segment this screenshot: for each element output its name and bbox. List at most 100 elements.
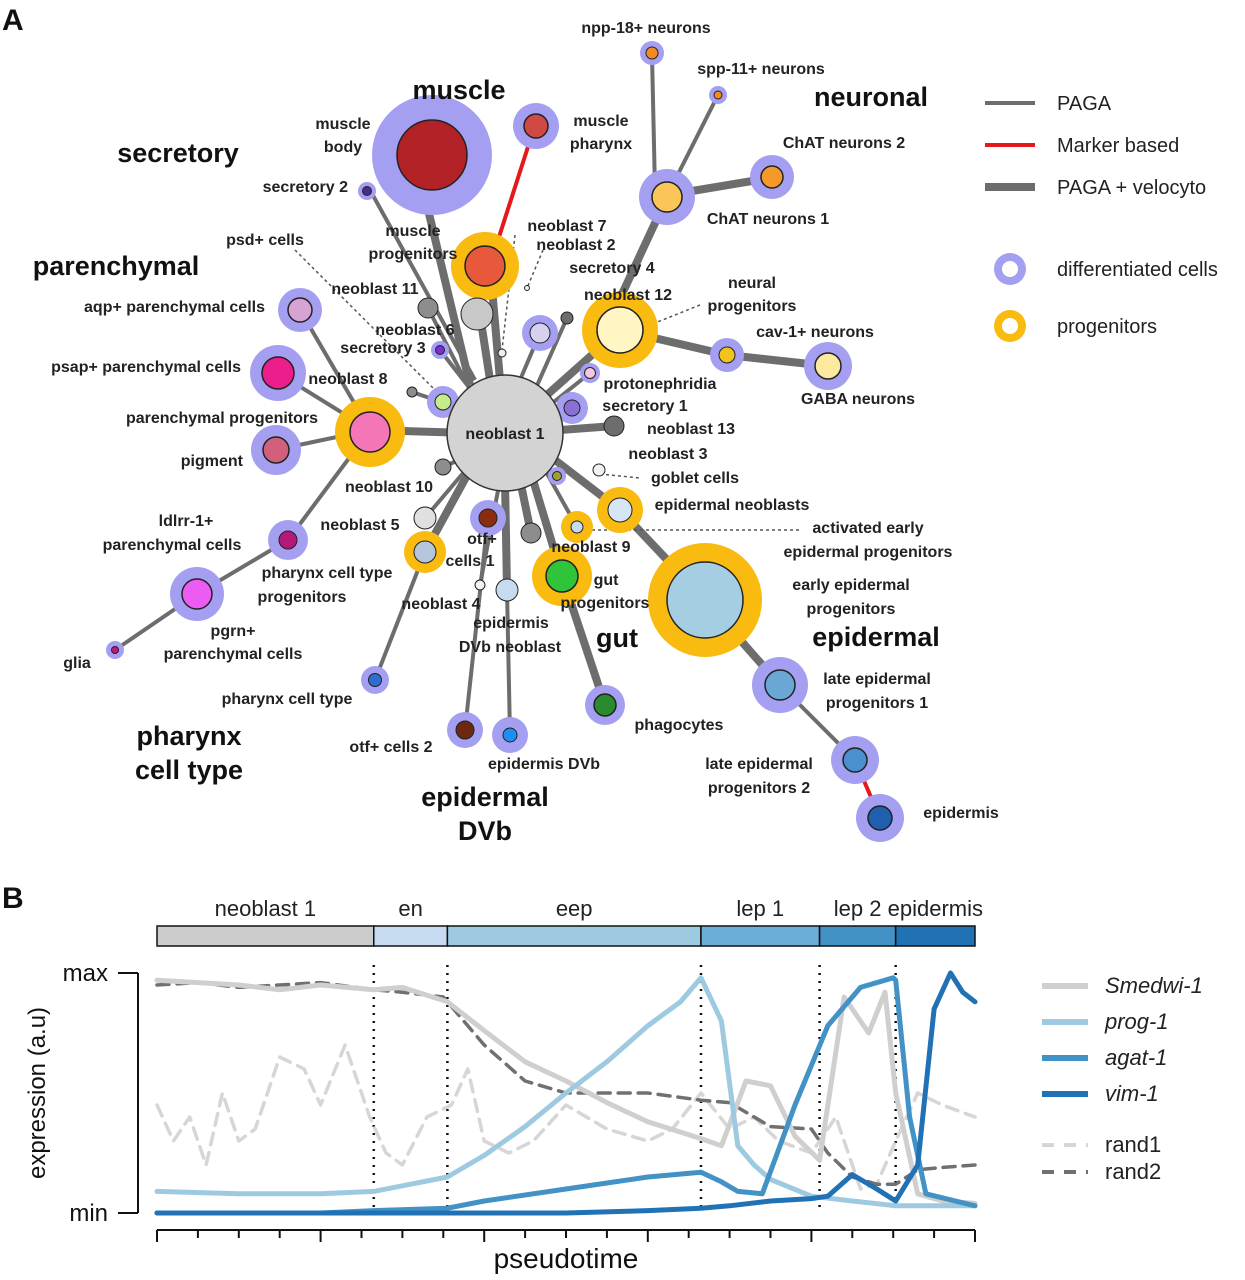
label-neoblast-6: neoblast 6 xyxy=(375,322,454,339)
late-epi-2-node xyxy=(842,747,868,773)
label-gut-progenitors-1: gut xyxy=(594,572,620,589)
label-muscle-body-2: body xyxy=(324,139,362,156)
segment-label-0: neoblast 1 xyxy=(215,896,317,921)
activated-node xyxy=(570,520,584,534)
pseudotime-segment-bar: neoblast 1 en eep lep 1 lep 2 epidermis xyxy=(156,896,983,947)
cav1-node xyxy=(718,346,736,364)
chat1-node xyxy=(651,181,683,213)
label-npp18: npp-18+ neurons xyxy=(581,20,710,37)
label-spp11: spp-11+ neurons xyxy=(697,61,825,78)
label-neoblast-10: neoblast 10 xyxy=(345,479,433,496)
label-neoblast-4: neoblast 4 xyxy=(401,596,480,613)
legend-differentiated: differentiated cells xyxy=(1057,259,1218,281)
group-pharynx-2: cell type xyxy=(135,755,243,785)
group-neuronal: neuronal xyxy=(814,82,928,112)
label-phagocytes: phagocytes xyxy=(635,717,724,734)
legend-differentiated-center xyxy=(1002,261,1018,277)
secretory-2-node xyxy=(362,186,372,196)
label-epi-dvb-neoblast-1: epidermis xyxy=(473,615,549,632)
ldlrr-node xyxy=(278,530,298,550)
panel-b-label: B xyxy=(2,882,24,915)
label-epidermis-dvb: epidermis DVb xyxy=(488,756,600,773)
label-late-epi-2-2: progenitors 2 xyxy=(708,780,810,797)
label-otf1-1: otf+ xyxy=(467,531,497,548)
gut-progenitors-node xyxy=(545,559,579,593)
label-psap: psap+ parenchymal cells xyxy=(51,359,241,376)
late-epi-1-node xyxy=(764,669,796,701)
series-line-prog-1 xyxy=(154,975,978,1209)
legend-rand2: rand2 xyxy=(1105,1159,1161,1184)
phagocytes-node xyxy=(593,693,617,717)
label-secretory-1: secretory 1 xyxy=(602,398,687,415)
series-line-smedwi-1 xyxy=(154,977,978,1206)
edge-epidermis-dvb-neoblast xyxy=(501,479,511,591)
label-aqp: aqp+ parenchymal cells xyxy=(84,299,265,316)
lime-node xyxy=(434,393,452,411)
panel-a-label: A xyxy=(2,4,24,37)
label-pharynx-progenitors-1: pharynx cell type xyxy=(262,565,393,582)
neoblast-6-node xyxy=(460,297,494,331)
label-pigment: pigment xyxy=(181,453,244,470)
protonephridia-node xyxy=(584,367,596,379)
label-chat2: ChAT neurons 2 xyxy=(783,135,905,152)
legend-b: Smedwi-1 prog-1 agat-1 vim-1 rand1 rand2 xyxy=(1042,973,1203,1184)
legend-vim: vim-1 xyxy=(1105,1081,1159,1106)
y-label-max: max xyxy=(63,960,108,987)
legend-paga: PAGA xyxy=(1057,93,1112,115)
label-protonephridia: protonephridia xyxy=(604,376,717,393)
otf2-node xyxy=(455,720,475,740)
label-muscle-progenitors-2: progenitors xyxy=(369,246,458,263)
node-labels: neoblast 1 muscle body muscle pharynx se… xyxy=(51,20,999,822)
secretory-1-node xyxy=(563,399,581,417)
neoblast-11-node xyxy=(417,297,439,319)
label-pgrn-1: pgrn+ xyxy=(211,623,256,640)
segment-4 xyxy=(818,925,897,947)
secretory-3-node xyxy=(435,345,445,355)
label-ldlrr-2: parenchymal cells xyxy=(103,537,242,554)
edge-npp18 xyxy=(650,54,657,191)
neoblast-3-node xyxy=(592,463,606,477)
label-early-epi-2: progenitors xyxy=(807,601,896,618)
label-muscle-body-1: muscle xyxy=(315,116,370,133)
muscle-progenitors-node xyxy=(464,245,506,287)
label-neoblast-11: neoblast 11 xyxy=(331,281,418,298)
group-labels: muscle secretory neuronal parenchymal ep… xyxy=(33,75,940,846)
muscle-pharynx-node xyxy=(523,113,549,139)
label-neural-progenitors-1: neural xyxy=(728,275,776,292)
group-epidermal: epidermal xyxy=(812,622,940,652)
legend-marker: Marker based xyxy=(1057,135,1179,157)
segment-0 xyxy=(156,925,375,947)
epidermis-dvb-node xyxy=(502,727,518,743)
legend-rand1: rand1 xyxy=(1105,1132,1161,1157)
chat2-node xyxy=(760,165,784,189)
x-ticks xyxy=(156,1230,976,1242)
secretory-4-node xyxy=(560,311,574,325)
aqp-node xyxy=(287,297,313,323)
label-neoblast-13: neoblast 13 xyxy=(647,421,735,438)
legend-smedwi: Smedwi-1 xyxy=(1105,973,1203,998)
neoblast-2-node xyxy=(529,322,551,344)
edge-epidermis-dvb xyxy=(505,589,512,736)
label-secretory-3: secretory 3 xyxy=(340,340,425,357)
spp11-node xyxy=(713,90,723,100)
series-line-rand1 xyxy=(155,1043,977,1191)
label-gut-progenitors-2: progenitors xyxy=(561,595,650,612)
edge-pharynx-cell-type xyxy=(373,551,427,681)
legend-a: PAGA Marker based PAGA + velocyto differ… xyxy=(985,93,1218,342)
epidermis-node xyxy=(867,805,893,831)
label-gaba: GABA neurons xyxy=(801,391,915,408)
neoblast-13-node xyxy=(603,415,625,437)
legend-progenitors: progenitors xyxy=(1057,316,1157,338)
segment-label-1: en xyxy=(398,896,422,921)
edge-neoblast-5 xyxy=(423,463,472,520)
label-late-epi-1-1: late epidermal xyxy=(823,671,931,688)
gaba-node xyxy=(814,352,842,380)
segment-5 xyxy=(894,925,976,947)
neoblast-7-node xyxy=(497,348,507,358)
early-epi-node xyxy=(666,561,744,639)
label-chat1: ChAT neurons 1 xyxy=(707,211,829,228)
label-psd: psd+ cells xyxy=(226,232,304,249)
label-neoblast-9: neoblast 9 xyxy=(551,539,630,556)
label-otf2: otf+ cells 2 xyxy=(349,739,432,756)
